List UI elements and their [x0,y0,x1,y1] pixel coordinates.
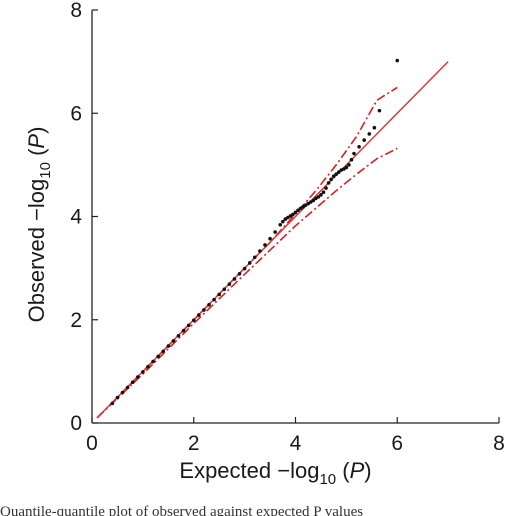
data-point [273,230,277,234]
data-point [268,236,272,241]
data-point [347,163,351,167]
data-point [331,174,336,179]
data-point [151,359,155,364]
data-point [258,249,262,253]
data-point [141,370,145,374]
data-point [110,401,115,406]
data-point [357,145,361,149]
data-point [222,287,227,292]
data-point [326,181,331,185]
data-point [334,172,339,176]
data-point [367,132,372,136]
y-tick-label: 4 [70,206,82,229]
data-point [197,313,201,317]
expected-line [96,61,449,419]
x-tick-label: 2 [188,432,200,455]
x-axis-label: Expected −log10 (P) [179,458,371,488]
data-point [181,328,186,333]
data-point [296,208,300,213]
data-point [202,308,206,312]
y-tick-label: 2 [70,309,82,332]
data-point [352,151,356,156]
figure-caption: Quantile-quantile plot of observed again… [0,504,364,516]
data-point [321,190,326,195]
data-point [324,186,328,190]
y-tick-label: 0 [70,412,82,435]
data-point [336,170,341,174]
x-ticks: 0 2 4 6 8 [86,417,505,455]
data-point [227,282,232,286]
data-point [191,318,196,323]
qq-plot: 0 2 4 6 8 0 2 4 6 8 Expected −log10 (P) Observed… [24,0,505,488]
x-tick-label: 0 [86,432,98,455]
data-point [395,58,400,63]
data-point [186,323,191,328]
data-point [120,390,125,395]
expected-layer [96,61,449,419]
data-point [263,243,267,247]
data-point [115,395,120,400]
data-point [217,292,221,297]
data-point [316,195,321,199]
data-point [319,193,323,197]
y-ticks: 0 2 4 6 8 [70,0,98,435]
data-point [253,255,257,260]
x-tick-label: 4 [290,432,302,455]
data-point [278,222,283,227]
data-point [237,272,242,276]
data-point [291,212,295,217]
data-point [372,125,377,130]
data-point [280,219,285,224]
data-point [362,138,366,142]
data-point [130,380,135,385]
data-point [135,375,140,379]
y-tick-label: 6 [70,102,82,125]
data-point [377,108,382,113]
confidence-bands [96,86,398,419]
data-point [349,157,354,162]
data-point [293,210,298,215]
data-point [232,277,237,281]
data-point [247,261,252,265]
data-point [242,266,247,271]
data-point [344,165,349,170]
data-point [212,297,216,302]
data-point [161,349,166,354]
data-point [176,333,181,338]
upper-confidence-line [96,86,398,419]
data-point [311,198,316,203]
observed-points [110,58,400,406]
lower-confidence-line [96,147,398,419]
data-point [329,177,333,182]
data-point [156,354,160,359]
data-point [125,385,130,390]
x-tick-label: 6 [391,432,403,455]
x-tick-label: 8 [493,432,505,455]
data-point [166,344,171,348]
data-point [146,364,150,369]
data-point [207,302,211,307]
data-point [171,339,176,343]
y-tick-label: 8 [70,0,82,22]
y-axis-label: Observed −log10 (P) [24,127,54,323]
